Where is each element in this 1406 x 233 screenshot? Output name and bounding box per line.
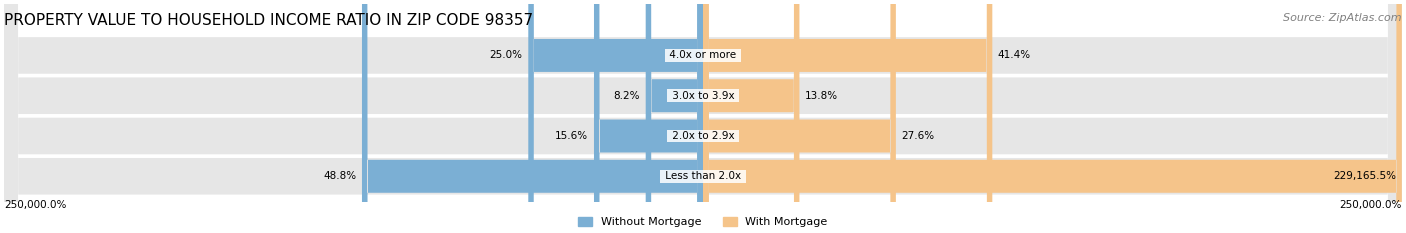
FancyBboxPatch shape bbox=[703, 0, 993, 233]
Text: 250,000.0%: 250,000.0% bbox=[1340, 200, 1402, 210]
FancyBboxPatch shape bbox=[529, 0, 703, 233]
Text: 27.6%: 27.6% bbox=[901, 131, 935, 141]
Text: 250,000.0%: 250,000.0% bbox=[4, 200, 66, 210]
Text: Less than 2.0x: Less than 2.0x bbox=[662, 171, 744, 181]
Text: 15.6%: 15.6% bbox=[555, 131, 588, 141]
FancyBboxPatch shape bbox=[4, 0, 1402, 233]
Text: PROPERTY VALUE TO HOUSEHOLD INCOME RATIO IN ZIP CODE 98357: PROPERTY VALUE TO HOUSEHOLD INCOME RATIO… bbox=[4, 13, 533, 28]
Text: 229,165.5%: 229,165.5% bbox=[1333, 171, 1396, 181]
FancyBboxPatch shape bbox=[4, 0, 1402, 233]
FancyBboxPatch shape bbox=[4, 0, 1402, 233]
FancyBboxPatch shape bbox=[361, 0, 703, 233]
Text: 2.0x to 2.9x: 2.0x to 2.9x bbox=[669, 131, 737, 141]
FancyBboxPatch shape bbox=[645, 0, 703, 233]
Text: 41.4%: 41.4% bbox=[998, 50, 1031, 60]
FancyBboxPatch shape bbox=[703, 0, 896, 233]
Text: 3.0x to 3.9x: 3.0x to 3.9x bbox=[669, 91, 737, 101]
FancyBboxPatch shape bbox=[4, 0, 1402, 233]
Text: 13.8%: 13.8% bbox=[806, 91, 838, 101]
Legend: Without Mortgage, With Mortgage: Without Mortgage, With Mortgage bbox=[574, 212, 832, 232]
Text: 8.2%: 8.2% bbox=[613, 91, 640, 101]
Text: Source: ZipAtlas.com: Source: ZipAtlas.com bbox=[1284, 13, 1402, 23]
Text: 25.0%: 25.0% bbox=[489, 50, 523, 60]
FancyBboxPatch shape bbox=[593, 0, 703, 233]
FancyBboxPatch shape bbox=[703, 0, 1402, 233]
FancyBboxPatch shape bbox=[703, 0, 800, 233]
Text: 48.8%: 48.8% bbox=[323, 171, 356, 181]
Text: 4.0x or more: 4.0x or more bbox=[666, 50, 740, 60]
